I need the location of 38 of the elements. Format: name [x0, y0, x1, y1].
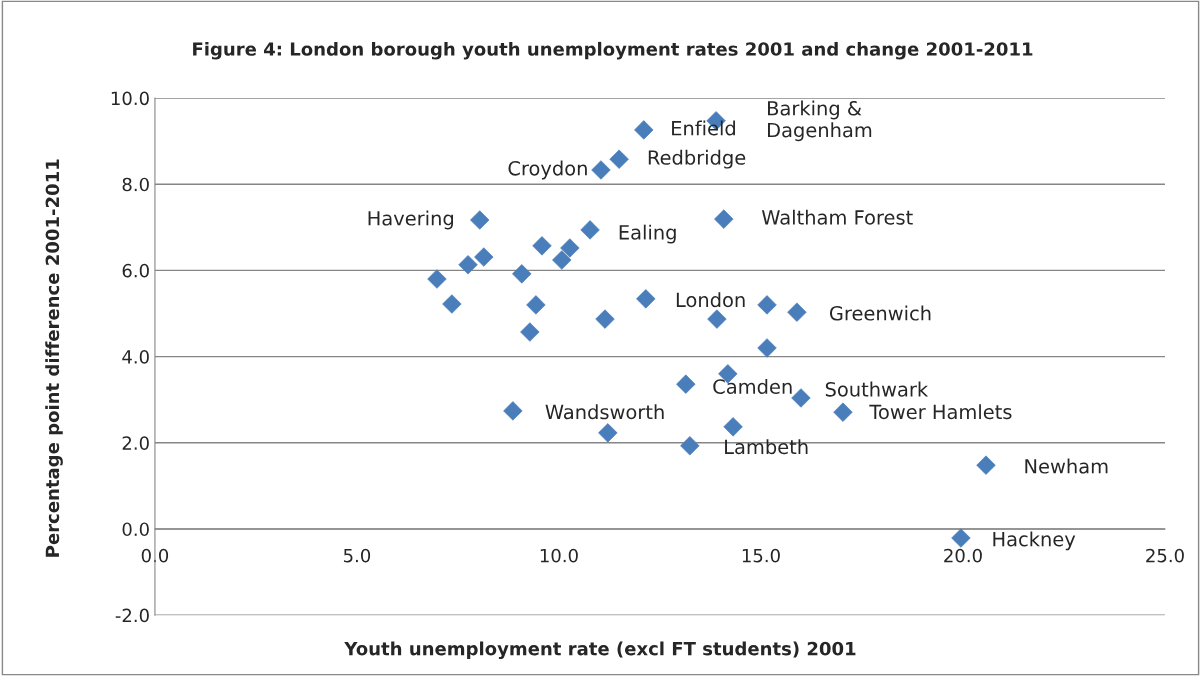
annotation: Lambeth: [725, 439, 808, 455]
point: [833, 402, 853, 422]
annotation: Enfield: [672, 120, 735, 136]
annotation: London: [676, 292, 745, 308]
x-tick-label: 10.0: [540, 548, 578, 563]
point: [951, 528, 971, 548]
y-tick-label: 6.0: [122, 263, 149, 278]
annotation: Wandsworth: [545, 404, 664, 420]
x-tick-label: 20.0: [944, 548, 982, 563]
point: [598, 423, 618, 443]
annotation: Newham: [1025, 458, 1108, 474]
annotation: Camden: [713, 378, 792, 394]
x-tick-label: 0.0: [141, 548, 169, 563]
point: [526, 295, 546, 315]
x-tick-label: 15.0: [742, 548, 780, 563]
y-tick-label: 4.0: [122, 350, 149, 364]
x-axis-title: Youth unemployment rate (excl FT students) 2001: [344, 641, 856, 660]
point: [595, 309, 615, 329]
y-tick-label: 2.0: [122, 436, 149, 450]
x-tick-label: 25.0: [1146, 548, 1184, 563]
annotation: Tower Hamlets: [869, 404, 1012, 420]
annotation: Havering: [368, 210, 453, 230]
annotation: Croydon: [508, 160, 587, 180]
annotation: Greenwich: [829, 305, 931, 321]
y-tick-label: 8.0: [122, 177, 149, 192]
annotation: Ealing: [619, 224, 676, 244]
annotation: Redbridge: [648, 149, 746, 169]
y-axis-title: Percentage point difference 2001-2011: [45, 159, 63, 557]
annotation: Waltham Forest: [761, 209, 913, 225]
annotation: Hackney: [993, 531, 1076, 551]
point: [591, 160, 611, 180]
annotation: Barking & Dagenham: [768, 100, 872, 142]
y-tick-label: 10.0: [111, 91, 149, 106]
y-tick-label: 0.0: [122, 522, 149, 537]
chart-title: Figure 4: London borough youth unemployment rates 2001 and change 2001-2011: [193, 41, 1033, 60]
y-tick-label: -2.0: [115, 608, 149, 623]
annotation: Southwark: [825, 381, 929, 397]
x-tick-label: 5.0: [343, 548, 371, 563]
